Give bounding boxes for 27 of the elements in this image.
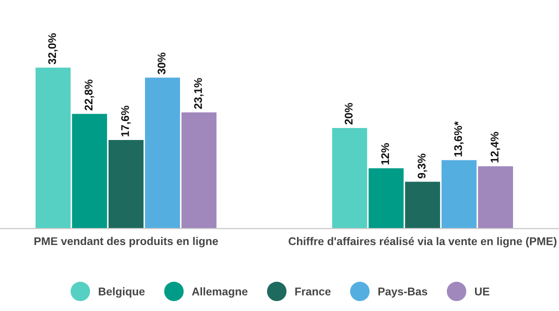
bar [478, 166, 514, 229]
bar [442, 160, 477, 229]
bar [36, 68, 71, 229]
x-tick-label: PME vendant des produits en ligne [34, 236, 218, 248]
x-tick-label: Chiffre d'affaires réalisé via la vente en ligne (PME) [288, 236, 556, 248]
bar [368, 168, 404, 229]
data-label: 12% [381, 143, 390, 164]
data-label: 12,4% [490, 132, 500, 162]
data-label: 22,8% [84, 80, 94, 110]
data-label: 20% [344, 102, 353, 125]
bar [332, 128, 368, 229]
data-label: 30% [158, 52, 166, 74]
legend-label: Allemagne [192, 287, 248, 298]
data-label: 23,1% [194, 78, 204, 109]
bar [181, 112, 216, 229]
data-label: 13,6%* [454, 121, 464, 156]
data-label: 9,3% [418, 154, 428, 178]
legend-label: France [295, 288, 331, 296]
legend-label: Pays-Bas [378, 288, 428, 298]
bar [405, 182, 440, 229]
legend-label: Belgique [98, 287, 145, 298]
bar [145, 78, 180, 229]
bar [108, 140, 144, 229]
data-label: 32,0% [48, 33, 58, 64]
bar [72, 114, 108, 229]
data-label: 17,6% [121, 106, 131, 136]
legend-label: UE [475, 288, 490, 296]
